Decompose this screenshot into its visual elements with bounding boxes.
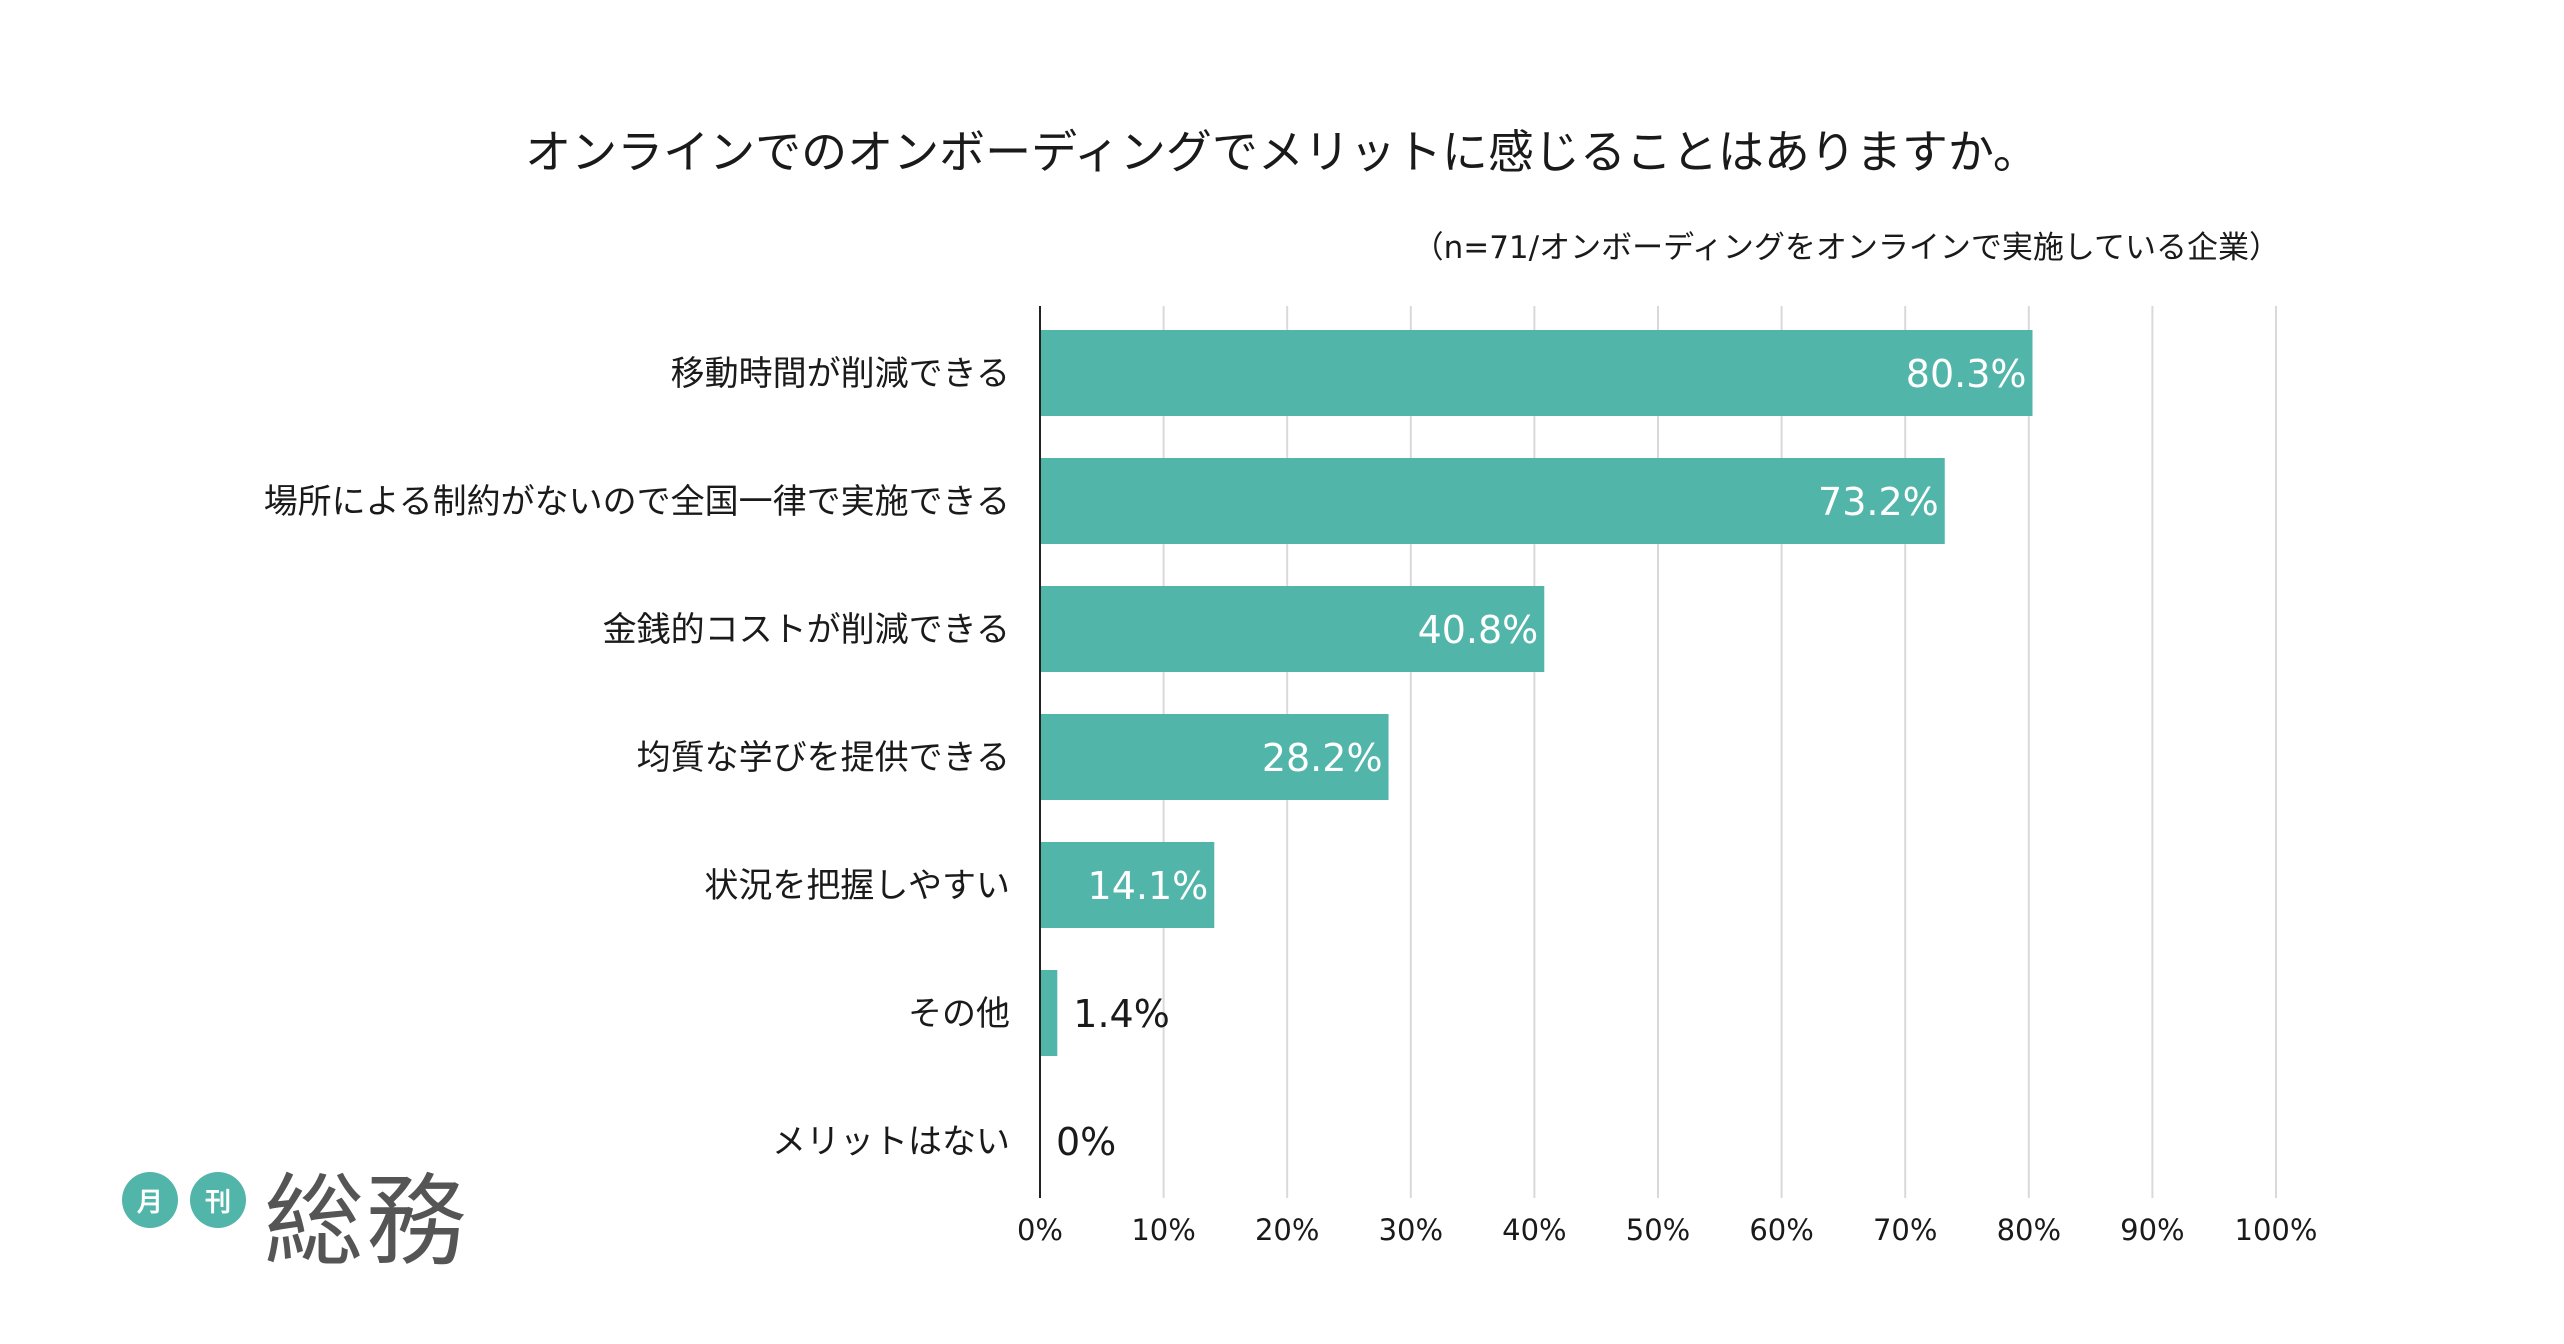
bars <box>1040 330 2033 1056</box>
value-label: 14.1% <box>1088 864 1209 908</box>
x-tick-label: 80% <box>1997 1213 2061 1247</box>
bar <box>1040 330 2033 416</box>
labels: 0% 10% 20% 30% 40% 50% 60% 70% 80% 90% 100% 移動時間が削減… <box>264 352 2318 1247</box>
value-label: 40.8% <box>1418 608 1539 652</box>
category-label: メリットはない <box>772 1122 1010 1162</box>
bar <box>1040 714 1389 800</box>
chart-subtitle: （n=71/オンボーディングをオンラインで実施している企業） <box>1413 230 2280 266</box>
logo-badge-month: 月 <box>122 1172 178 1228</box>
x-tick-label: 10% <box>1131 1213 1195 1247</box>
logo-name: 総務 <box>264 1163 468 1280</box>
x-tick-label: 100% <box>2235 1213 2318 1247</box>
value-label: 0% <box>1056 1120 1116 1164</box>
x-tick-label: 20% <box>1255 1213 1319 1247</box>
category-label: 金銭的コストが削減できる <box>603 610 1010 650</box>
value-label: 73.2% <box>1818 480 1939 524</box>
category-label: 均質な学びを提供できる <box>637 738 1010 778</box>
value-label: 28.2% <box>1262 736 1383 780</box>
bar <box>1040 842 1215 928</box>
category-label: 状況を把握しやすい <box>704 866 1010 906</box>
value-label: 1.4% <box>1073 992 1170 1036</box>
category-label: 移動時間が削減できる <box>671 354 1010 394</box>
logo: 月 刊 総務 <box>122 1172 468 1272</box>
x-tick-label: 30% <box>1379 1213 1443 1247</box>
category-label: 場所による制約がないので全国一律で実施できる <box>264 482 1010 522</box>
chart-title: オンラインでのオンボーディングでメリットに感じることはありますか。 <box>525 125 2039 179</box>
x-tick-label: 70% <box>1873 1213 1937 1247</box>
logo-badge-publication: 刊 <box>190 1172 246 1228</box>
x-tick-label: 40% <box>1502 1213 1566 1247</box>
category-label: その他 <box>908 994 1010 1034</box>
x-tick-label: 0% <box>1017 1213 1063 1247</box>
x-tick-label: 60% <box>1749 1213 1813 1247</box>
bar <box>1040 586 1545 672</box>
x-tick-label: 50% <box>1626 1213 1690 1247</box>
grid-lines <box>1162 306 2277 1198</box>
value-label: 80.3% <box>1906 352 2027 396</box>
bar <box>1040 458 1945 544</box>
bar <box>1040 970 1058 1056</box>
x-tick-label: 90% <box>2120 1213 2184 1247</box>
